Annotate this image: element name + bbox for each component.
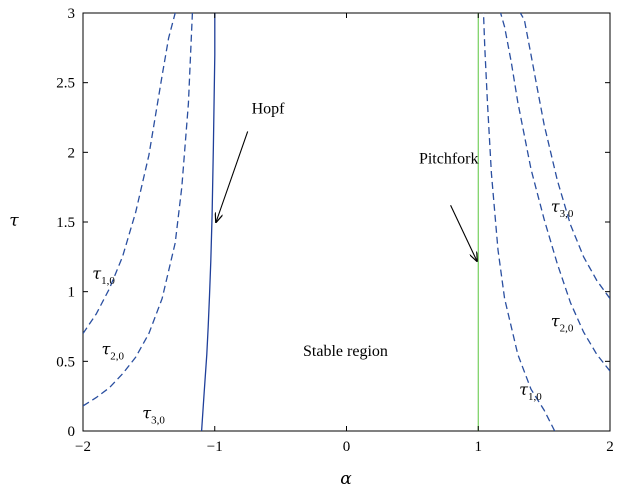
x-tick-label: −2 — [75, 439, 91, 455]
hopf-arrow — [216, 131, 248, 222]
series-line-6 — [520, 13, 610, 299]
y-axis-label: τ — [9, 211, 19, 231]
series-line-4 — [484, 13, 555, 431]
curve-label-tau-3-0: τ3,0 — [551, 197, 574, 220]
curve-label-sub: 1,0 — [101, 275, 115, 287]
series-line-1 — [83, 13, 192, 406]
y-tick-label: 0.5 — [56, 354, 75, 370]
curve-label-sub: 3,0 — [560, 208, 574, 220]
curve-label-tau-2-0: τ2,0 — [551, 312, 574, 335]
y-tick-label: 1 — [68, 285, 76, 301]
stable-label: Stable region — [303, 343, 388, 360]
pitchfork-label: Pitchfork — [419, 150, 479, 167]
curve-label-tau-3-0: τ3,0 — [142, 403, 165, 426]
x-tick-label: 2 — [606, 439, 614, 455]
x-tick-label: 0 — [343, 439, 351, 455]
x-tick-label: −1 — [207, 439, 223, 455]
y-tick-label: 2.5 — [56, 76, 75, 92]
y-tick-label: 2 — [68, 145, 76, 161]
curve-label-sub: 2,0 — [110, 350, 124, 362]
curve-label-sub: 1,0 — [528, 391, 542, 403]
x-tick-label: 1 — [475, 439, 483, 455]
curve-label-tau-1-0: τ1,0 — [92, 264, 115, 287]
x-axis-label: α — [340, 469, 352, 489]
curve-label-sub: 3,0 — [151, 414, 165, 426]
series-line-2 — [202, 13, 215, 431]
series-line-0 — [83, 13, 178, 334]
hopf-label: Hopf — [252, 100, 286, 117]
y-tick-label: 1.5 — [56, 215, 75, 231]
curve-label-tau-2-0: τ2,0 — [101, 339, 124, 362]
annotations-layer: Hopf Pitchfork Stable region τ1,0 τ2,0 τ3,0 τ3… — [92, 100, 574, 426]
y-tick-label: 3 — [68, 6, 76, 22]
curves-layer — [83, 13, 610, 431]
plot-frame — [83, 13, 610, 431]
curve-label-sub: 2,0 — [560, 323, 574, 335]
curve-label-tau-1-0: τ1,0 — [519, 380, 542, 403]
pitchfork-arrow — [451, 205, 477, 261]
y-tick-label: 0 — [68, 424, 76, 440]
